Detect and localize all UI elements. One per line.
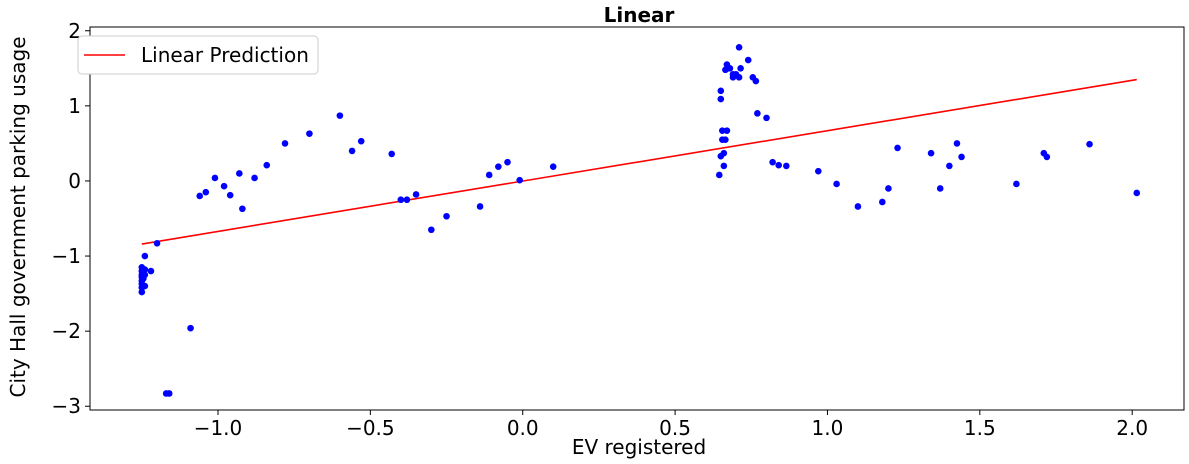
scatter-point [744,56,752,64]
scatter-point [763,114,770,122]
scatter-point [936,185,944,192]
y-axis-label: City Hall government parking usage [6,37,30,398]
x-tick-label: −0.5 [346,416,395,440]
x-tick-label: −1.0 [194,416,243,440]
scatter-point [138,288,146,296]
y-tick-label: 0 [68,169,81,193]
scatter-point [281,140,289,147]
legend-box [77,35,319,75]
scatter-point [717,87,725,95]
scatter-point [854,203,862,210]
scatter-point [412,191,420,198]
scatter-point [958,153,965,161]
scatter-point [495,163,502,170]
x-axis-label: EV registered [572,435,706,459]
scatter-point [476,203,484,210]
scatter-point [723,127,731,134]
scatter-point [752,77,760,85]
plot-area [89,26,1185,411]
scatter-point [388,150,395,158]
x-tick-label: 0.0 [507,416,539,440]
scatter-point [141,252,149,260]
scatter-point [775,161,782,169]
scatter-point [1086,140,1093,148]
series-line-linear-prediction [141,78,1137,245]
scatter-point [226,191,234,199]
scatter-point [141,282,149,290]
scatter-point [141,266,149,273]
y-tick-label: −2 [52,319,81,343]
x-axis: −1.0 −0.5 0.0 0.5 1.0 1.5 2.0 [194,410,1148,440]
scatter-point [239,205,246,213]
scatter-point [263,161,271,169]
scatter-point [783,162,790,170]
scatter-point [946,162,953,170]
scatter-point [202,188,210,196]
scatter-point [165,390,173,397]
scatter-point [717,95,725,103]
scatter-point [196,192,203,200]
legend: Linear Prediction [77,35,319,75]
y-tick-label: 2 [68,19,81,43]
scatter-point [220,182,228,190]
scatter-point [428,226,435,234]
y-tick-label: −3 [52,394,81,418]
scatter-point [953,140,961,147]
y-axis: −3 −2 −1 0 1 2 [52,19,90,418]
scatter-point [720,162,728,170]
scatter-point [348,147,356,155]
x-tick-label: 1.5 [964,416,996,440]
scatter-point [397,196,405,204]
scatter-point [485,171,493,179]
scatter-point [251,174,258,182]
chart-title: Linear [604,3,675,27]
scatter-point [236,170,243,177]
scatter-point [735,74,743,81]
scatter-point [1043,153,1051,161]
scatter-point [141,271,149,279]
scatter-point [187,324,194,332]
scatter-point [306,130,313,137]
scatter-point [726,65,734,72]
scatter-point [549,163,557,170]
scatter-point [754,110,761,117]
plot-frame [89,26,1185,411]
scatter-point [720,149,728,157]
scatter-point [722,136,729,143]
scatter-point [357,137,365,145]
y-tick-label: 1 [68,94,81,118]
scatter-point [211,174,219,182]
scatter-point [719,127,726,134]
scatter-point [403,196,411,204]
scatter-point [1013,180,1020,188]
scatter-point [443,212,450,220]
scatter-point [504,158,511,166]
y-tick-label: −1 [52,244,81,268]
scatter-point [927,149,935,157]
scatter-point [1133,189,1141,197]
scatter-point [833,180,840,188]
x-tick-label: 1.0 [812,416,844,440]
scatter-point [885,185,892,192]
x-tick-label: 0.5 [659,416,691,440]
scatter-point [336,112,344,119]
scatter-point [737,65,744,72]
x-tick-label: 2.0 [1116,416,1148,440]
scatter-point [894,144,901,152]
scatter-point [769,158,776,166]
scatter-point [715,171,723,179]
legend-entry-label: Linear Prediction [141,43,309,67]
scatter-point [153,239,161,247]
scatter-point [879,198,886,206]
scatter-point [735,43,743,51]
scatter-point [147,267,155,275]
scatter-point [815,167,822,175]
scatter-point [516,176,523,184]
